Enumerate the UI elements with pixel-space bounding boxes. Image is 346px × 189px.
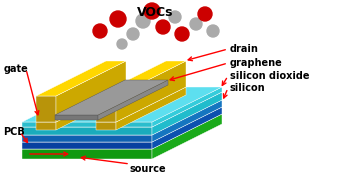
- Polygon shape: [36, 61, 126, 96]
- Polygon shape: [152, 92, 222, 135]
- Text: PCB: PCB: [3, 127, 25, 137]
- Polygon shape: [22, 149, 152, 159]
- Polygon shape: [22, 107, 222, 142]
- Polygon shape: [22, 122, 152, 127]
- Circle shape: [175, 27, 189, 41]
- Circle shape: [190, 18, 202, 30]
- Polygon shape: [55, 80, 168, 115]
- Polygon shape: [55, 115, 98, 120]
- Polygon shape: [98, 80, 168, 120]
- Polygon shape: [36, 87, 126, 122]
- Polygon shape: [56, 87, 126, 130]
- Circle shape: [93, 24, 107, 38]
- Circle shape: [207, 25, 219, 37]
- Polygon shape: [22, 142, 152, 149]
- Polygon shape: [36, 122, 56, 130]
- Polygon shape: [22, 87, 222, 122]
- Circle shape: [127, 28, 139, 40]
- Circle shape: [169, 11, 181, 23]
- Text: source: source: [130, 164, 166, 174]
- Polygon shape: [96, 96, 116, 122]
- Text: gate: gate: [4, 64, 29, 74]
- Polygon shape: [116, 87, 186, 130]
- Circle shape: [136, 14, 150, 28]
- Text: silicon dioxide: silicon dioxide: [230, 71, 310, 81]
- Text: drain: drain: [230, 44, 259, 54]
- Text: graphene: graphene: [230, 58, 283, 68]
- Circle shape: [117, 39, 127, 49]
- Polygon shape: [96, 122, 116, 130]
- Polygon shape: [22, 92, 222, 127]
- Circle shape: [144, 3, 160, 19]
- Polygon shape: [36, 96, 56, 122]
- Polygon shape: [152, 87, 222, 127]
- Polygon shape: [152, 100, 222, 142]
- Polygon shape: [22, 114, 222, 149]
- Polygon shape: [152, 107, 222, 149]
- Polygon shape: [22, 100, 222, 135]
- Polygon shape: [22, 127, 152, 135]
- Polygon shape: [96, 61, 186, 96]
- Polygon shape: [22, 135, 152, 142]
- Circle shape: [198, 7, 212, 21]
- Circle shape: [110, 11, 126, 27]
- Polygon shape: [96, 87, 186, 122]
- Polygon shape: [56, 61, 126, 122]
- Polygon shape: [152, 114, 222, 159]
- Text: VOCs: VOCs: [137, 6, 173, 19]
- Circle shape: [156, 20, 170, 34]
- Polygon shape: [116, 61, 186, 122]
- Text: silicon: silicon: [230, 83, 266, 93]
